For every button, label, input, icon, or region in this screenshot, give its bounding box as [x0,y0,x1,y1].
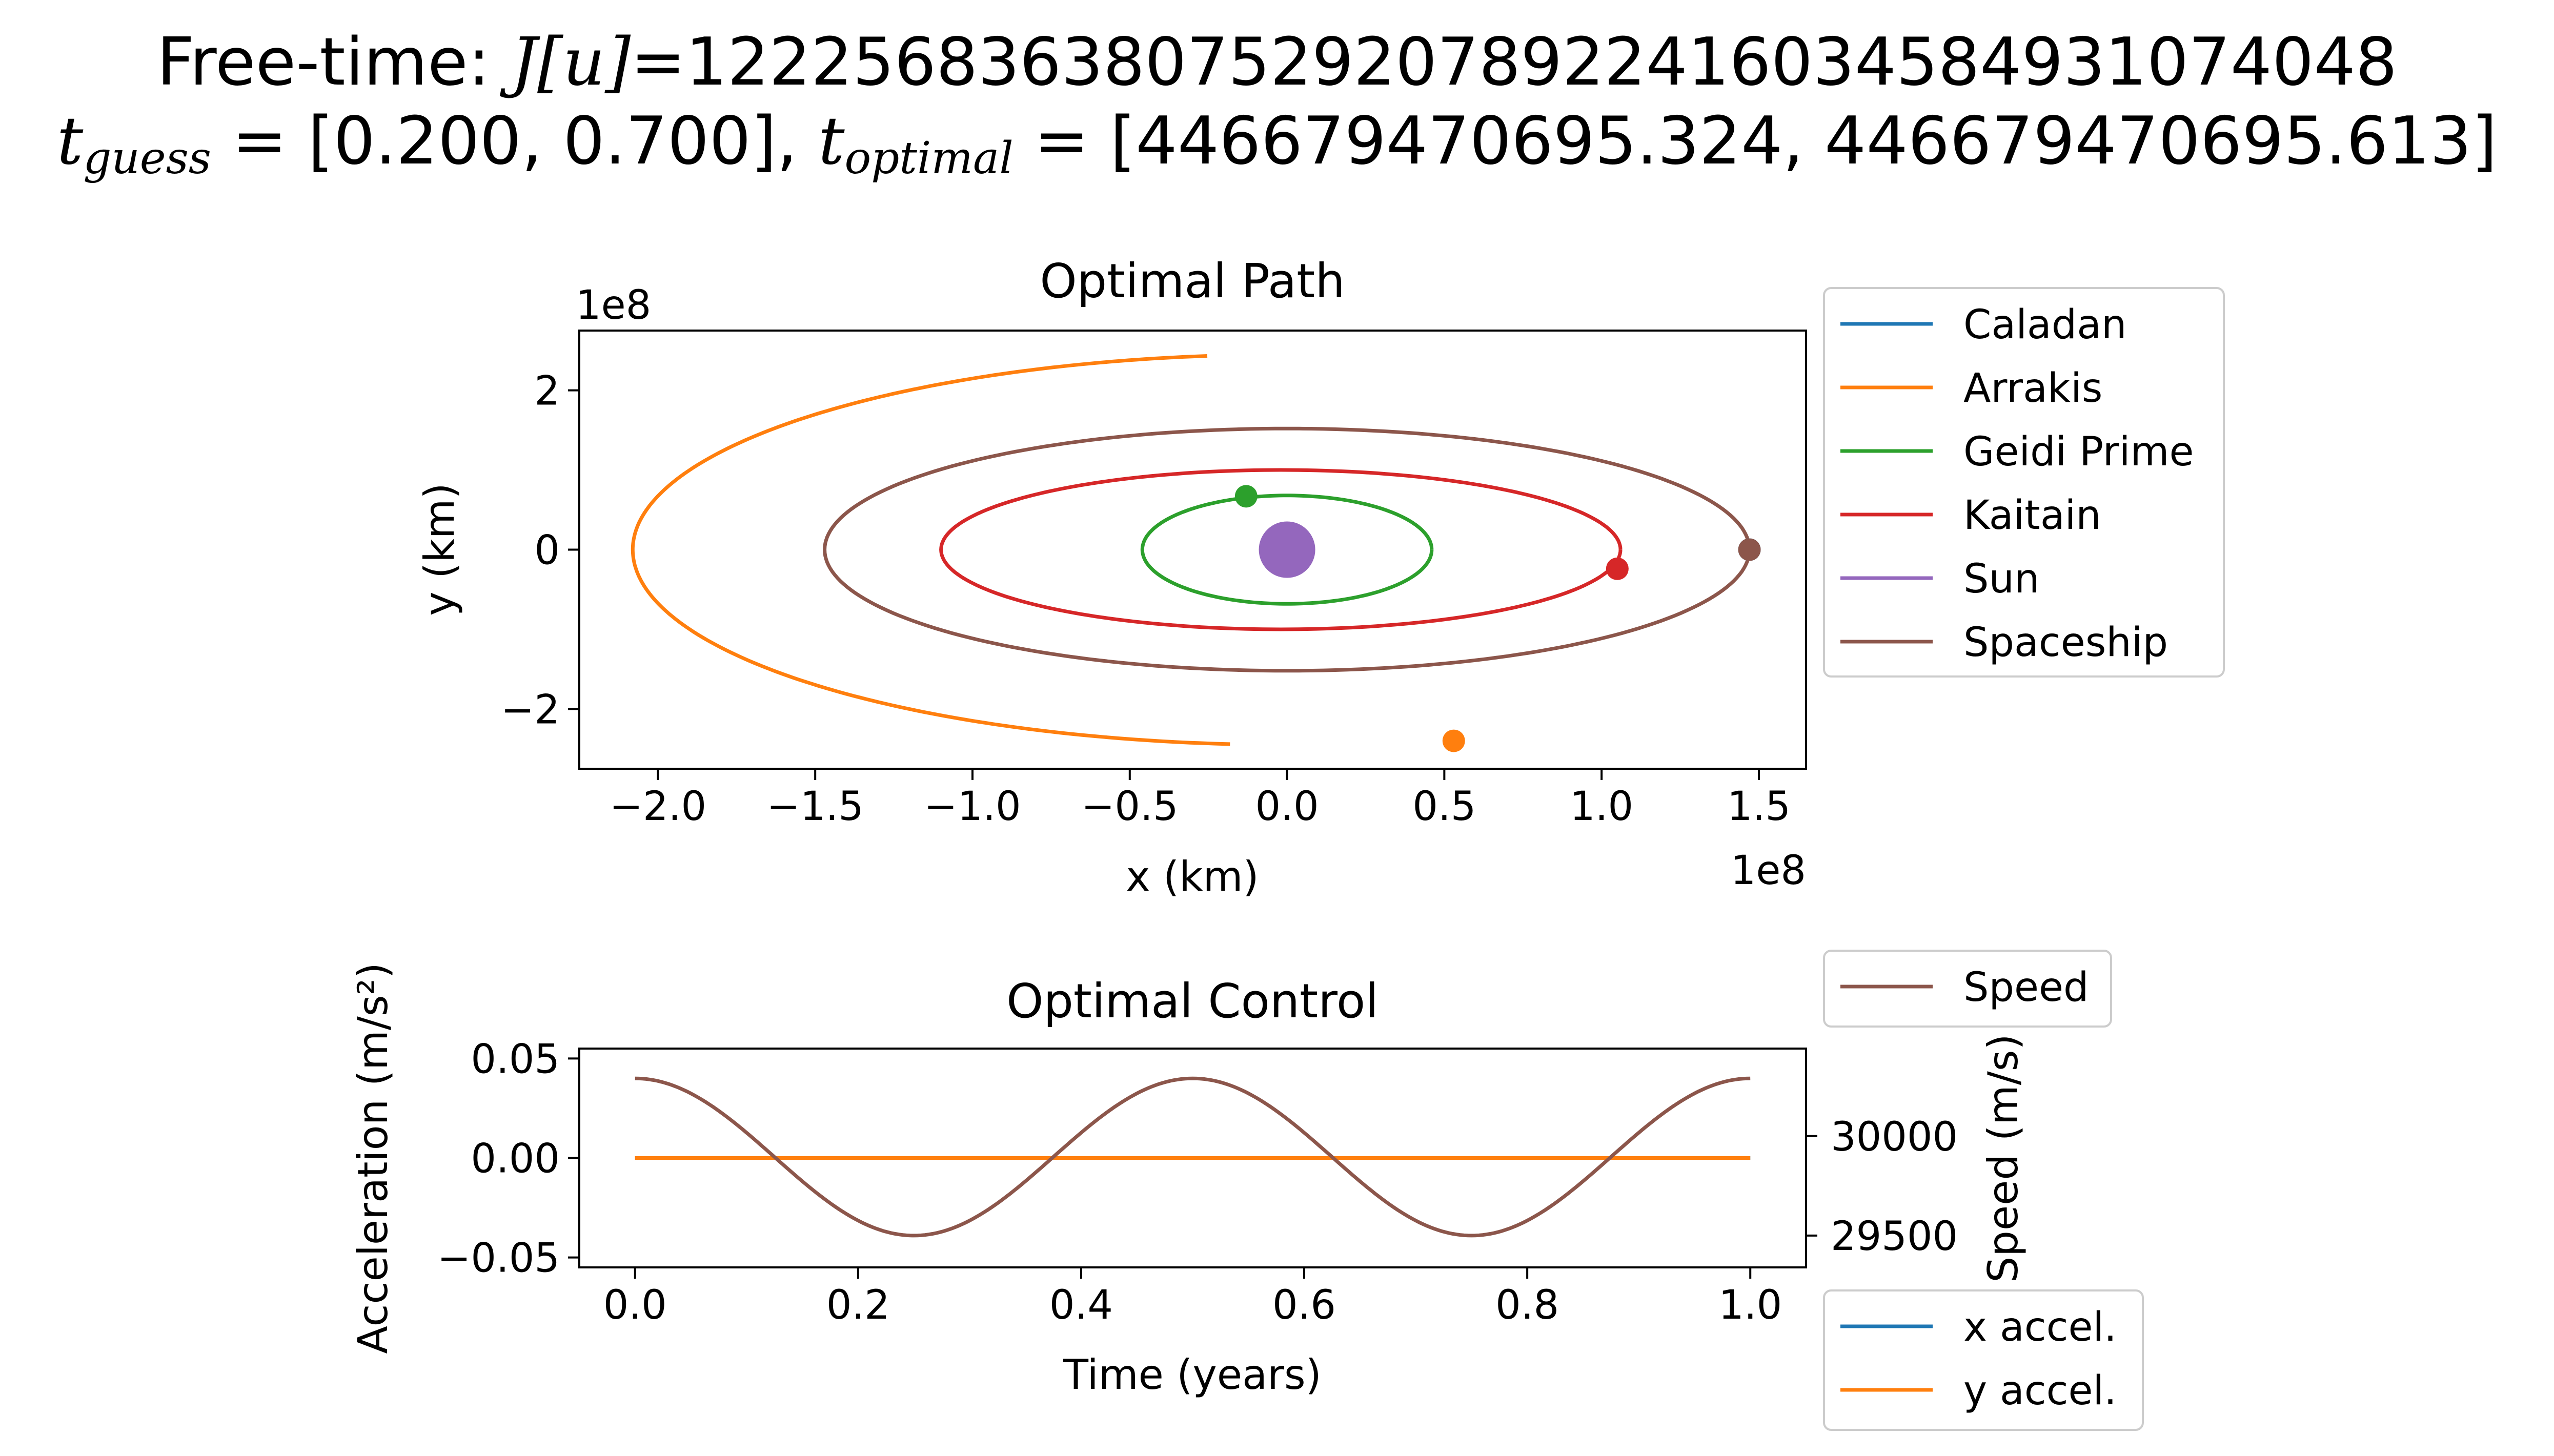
path-series-group [631,354,1752,746]
legend-label-kaitain: Kaitain [1963,493,2101,539]
suptitle-optimal-subscript: optimal [844,132,1014,184]
series-speed [635,1076,1751,1238]
suptitle-t-optimal-symbol: t [818,103,845,179]
path-x-tick-label: −2.0 [610,784,706,830]
control-y-ticks-right: 29500 30000 [1806,1114,1958,1260]
suptitle-symbol: J[u] [511,24,631,100]
control-y-label: Acceleration (m/s²) [349,962,397,1354]
control-x-tick-label: 0.4 [1049,1282,1113,1328]
path-markers-group [1234,485,1761,752]
suptitle-line-1: Free-time: J[u]=122256836380752920789224… [0,30,2554,95]
legend-label-spaceship: Spaceship [1963,620,2168,666]
path-x-tick-label: −0.5 [1081,784,1178,830]
control-y-tick-label: 0.00 [471,1136,560,1182]
control-y-tick-label: −0.05 [437,1236,560,1282]
path-y-label: y (km) [416,483,463,616]
marker-sun [1259,521,1315,578]
legend-label-x-accel: x accel. [1963,1304,2117,1350]
legend-label-geidi-prime: Geidi Prime [1963,429,2194,475]
control-x-ticks: 0.0 0.2 0.4 0.6 0.8 1.0 [603,1267,1782,1328]
control-y-tick-label: 0.05 [471,1036,560,1082]
optimal-control-chart: 0.0 0.2 0.4 0.6 0.8 1.0 −0.05 0.00 0.05 29500 30… [349,950,2144,1431]
control-x-tick-label: 0.6 [1272,1282,1336,1328]
orbit-arrakis [631,354,1230,746]
accel-legend: x accel. y accel. [1823,1289,2144,1431]
path-plot-background [579,331,1806,769]
control-x-tick-label: 0.0 [603,1282,667,1328]
suptitle-guess-subscript: guess [83,132,211,184]
path-title: Optimal Path [1040,254,1345,309]
path-x-ticks: −2.0 −1.5 −1.0 −0.5 0.0 0.5 1.0 1.5 [610,769,1791,830]
control-series-group [635,1076,1751,1238]
marker-geidi-prime [1234,485,1258,508]
marker-kaitain [1606,557,1629,580]
path-y-tick-label: 0 [534,528,560,574]
control-title: Optimal Control [1006,974,1379,1029]
speed-legend-items: Speed [1840,965,2089,1011]
marker-spaceship [1738,538,1761,561]
suptitle-t-guess-symbol: t [56,103,84,179]
legend-label-arrakis: Arrakis [1963,365,2102,412]
path-y-ticks: −2 0 2 [501,368,579,733]
path-y-tick-label: −2 [501,687,560,733]
legend-label-speed: Speed [1963,965,2089,1011]
speed-legend-box [1823,950,2112,1028]
control-x-tick-label: 0.8 [1495,1282,1559,1328]
path-x-tick-label: 1.0 [1570,784,1633,830]
control-y-tick-label-right: 29500 [1831,1214,1958,1260]
control-x-tick-label: 0.2 [826,1282,890,1328]
path-x-tick-label: 0.0 [1255,784,1319,830]
path-legend: Caladan Arrakis Geidi Prime Kaitain Sun Space… [1823,287,2225,678]
legend-label-y-accel: y accel. [1963,1368,2117,1414]
path-x-tick-label: −1.5 [766,784,863,830]
control-y-tick-label-right: 30000 [1831,1114,1958,1160]
control-x-tick-label: 1.0 [1718,1282,1782,1328]
legend-label-caladan: Caladan [1963,302,2126,348]
suptitle-cost-value: =122256836380752920789224160345849310740… [631,24,2398,100]
optimal-path-chart: −2.0 −1.5 −1.0 −0.5 0.0 0.5 1.0 1.5 −2 0 2 Optima… [416,254,2225,900]
path-x-tick-label: 0.5 [1412,784,1476,830]
marker-arrakis [1442,729,1465,752]
suptitle-guess-value: = [0.200, 0.700], [211,103,819,179]
path-y-offset-label: 1e8 [576,282,651,329]
path-x-label: x (km) [1126,853,1259,900]
orbit-geidi-prime [1140,494,1434,606]
orbit-kaitain [939,468,1623,631]
path-x-offset-label: 1e8 [1731,848,1806,894]
orbit-spaceship [823,426,1752,673]
speed-legend: Speed [1823,950,2112,1028]
control-y-ticks: −0.05 0.00 0.05 [437,1036,579,1282]
control-x-label: Time (years) [1063,1351,1322,1399]
path-y-tick-label: 2 [534,368,560,415]
suptitle-prefix: Free-time: [156,24,511,100]
control-y-label-right: Speed (m/s) [1979,1034,2027,1282]
suptitle-optimal-value: = [446679470695.324, 446679470695.613] [1013,103,2498,179]
path-legend-items: Caladan Arrakis Geidi Prime Kaitain Sun Space… [1840,302,2194,666]
path-x-tick-label: 1.5 [1727,784,1791,830]
legend-label-sun: Sun [1963,556,2039,602]
suptitle-line-2: tguess = [0.200, 0.700], toptimal = [446… [0,109,2554,180]
accel-legend-items: x accel. y accel. [1840,1304,2117,1414]
path-x-tick-label: −1.0 [924,784,1021,830]
